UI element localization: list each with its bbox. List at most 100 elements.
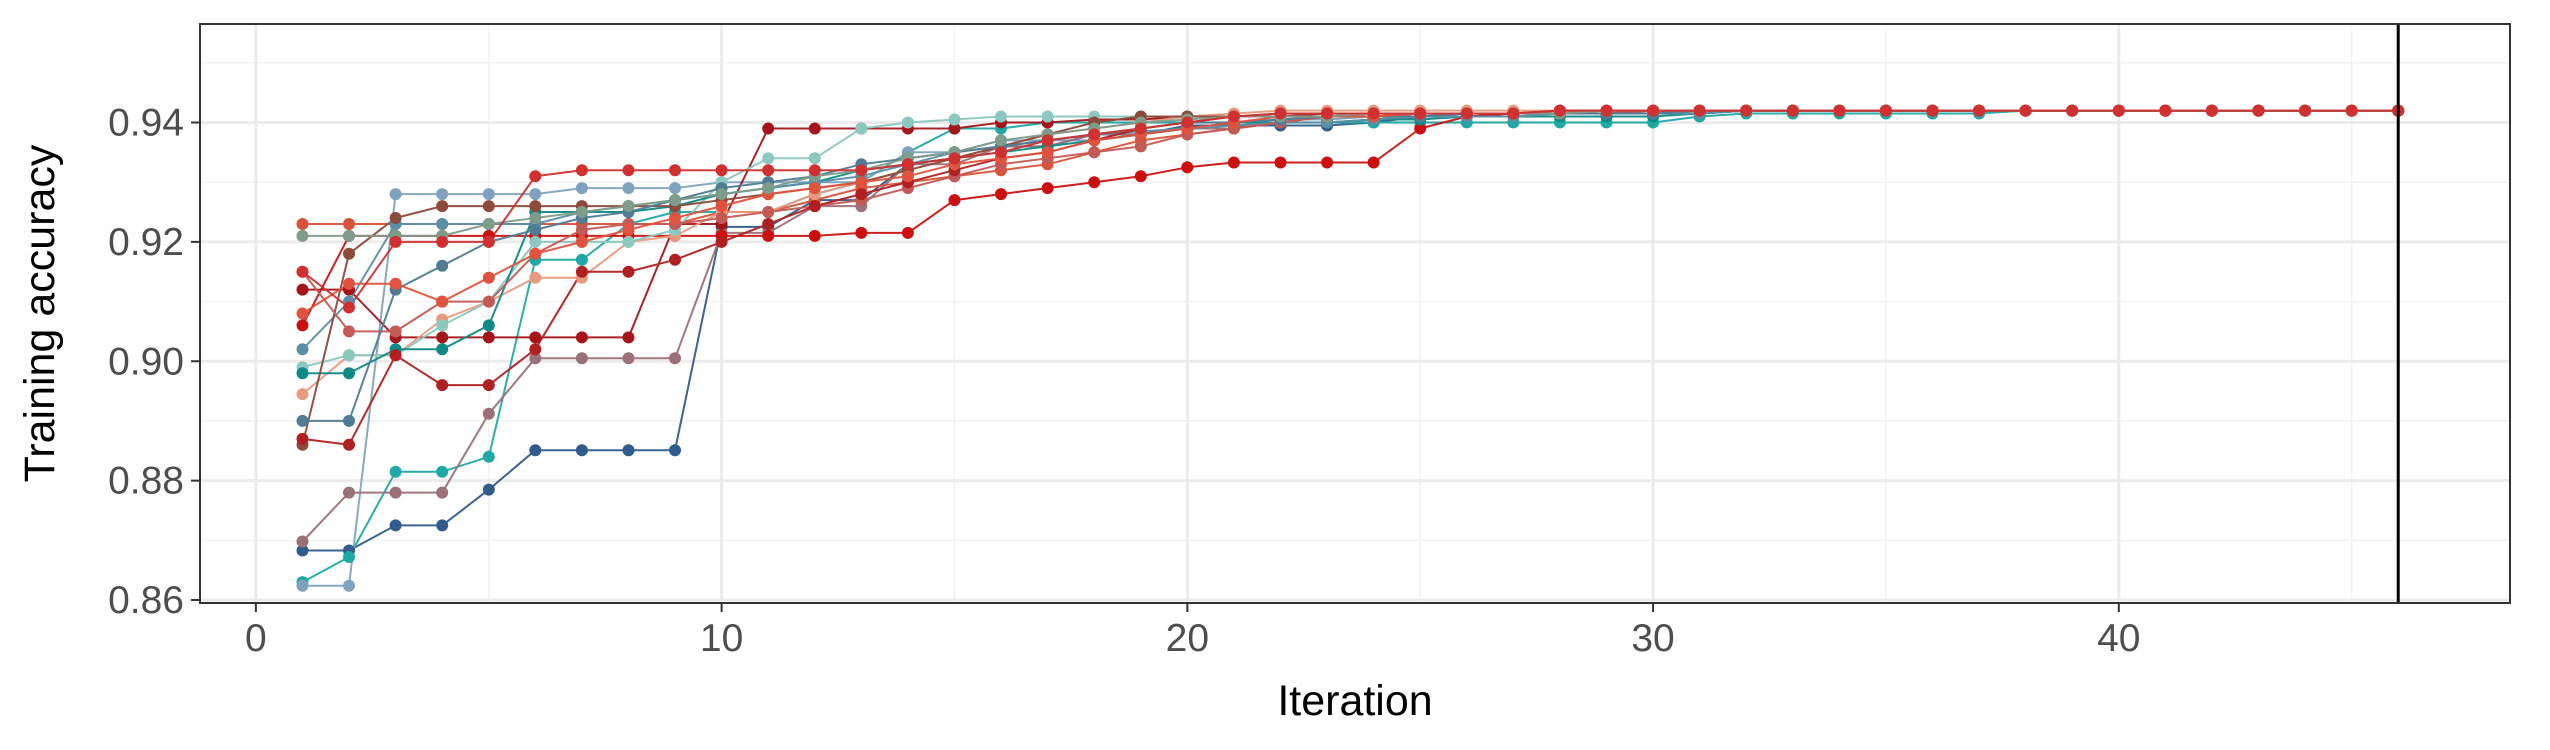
data-point [1973,104,1986,117]
data-point [808,200,821,213]
data-point [529,271,542,284]
data-point [575,235,588,248]
data-point [343,277,355,290]
data-point [296,343,309,356]
data-point [436,188,449,201]
data-point [948,194,961,207]
data-point [343,247,355,260]
data-point [1041,182,1054,195]
data-point [296,388,309,401]
data-point [715,164,728,177]
data-point [762,122,775,135]
data-point [715,212,728,224]
data-point [808,152,821,165]
data-point [1274,107,1287,120]
y-tick-label: 0.90 [108,340,184,383]
data-point [482,235,495,248]
data-point [296,579,309,592]
data-point [715,235,728,248]
data-point [1274,156,1287,169]
data-point [669,352,681,365]
data-point [296,218,309,230]
data-point [1088,128,1101,141]
data-point [529,352,542,365]
data-point [995,110,1007,123]
data-point [389,325,402,338]
data-point [762,152,775,165]
data-point [2205,104,2218,117]
data-point [855,176,868,189]
data-point [575,444,588,457]
data-point [855,164,868,177]
data-point [482,331,495,344]
data-point [1088,146,1101,159]
data-point [1833,104,1846,117]
data-point [669,212,681,224]
data-point [901,116,914,129]
data-point [1926,104,1939,117]
series-line-18 [301,109,2399,309]
data-point [296,229,309,242]
data-point [389,519,402,532]
data-point [622,223,635,236]
data-point [436,331,449,344]
data-point [296,283,309,296]
x-tick-label: 20 [1166,617,1209,660]
data-point [296,544,309,557]
data-point [343,579,355,592]
data-point [343,414,355,427]
data-point [436,519,449,532]
data-point [622,331,635,344]
data-point [1227,110,1240,123]
data-point [1740,104,1753,117]
data-point [529,247,542,260]
axes: 0 10 20 30 40 0.86 0.88 0.90 0.92 0.94 [108,101,2140,660]
data-point [948,122,961,135]
data-point [622,444,635,457]
data-point [1414,107,1427,120]
data-point [343,486,355,499]
data-point [482,271,495,284]
x-tick-label: 40 [2097,617,2140,660]
data-point [855,122,868,135]
data-point [296,367,309,380]
x-tick-label: 10 [700,617,743,660]
data-point [622,200,635,213]
data-point [389,188,402,201]
data-point [1088,176,1101,189]
data-point [343,218,355,230]
data-point [901,158,914,171]
data-point [1600,104,1613,117]
data-point [343,551,355,563]
data-point [1321,107,1334,120]
data-point [389,465,402,478]
data-point [1041,134,1054,147]
y-tick-label: 0.86 [108,579,184,622]
data-point [436,465,449,478]
data-point [482,200,495,213]
data-point [482,188,495,201]
data-point [1134,140,1147,153]
data-point [482,483,495,496]
data-point [436,319,449,332]
data-point [995,146,1007,159]
data-point [669,444,681,457]
data-point [482,218,495,230]
data-point [296,319,309,332]
data-point [436,235,449,248]
data-point [1181,161,1194,174]
data-point [529,170,542,183]
data-point [436,486,449,499]
data-point [762,229,775,242]
data-point [1227,156,1240,169]
data-point [529,212,542,224]
data-point [482,295,495,308]
data-point [529,223,542,236]
data-point [901,170,914,183]
data-point [343,301,355,314]
data-point [343,367,355,380]
data-point [2019,104,2032,117]
data-point [669,253,681,266]
